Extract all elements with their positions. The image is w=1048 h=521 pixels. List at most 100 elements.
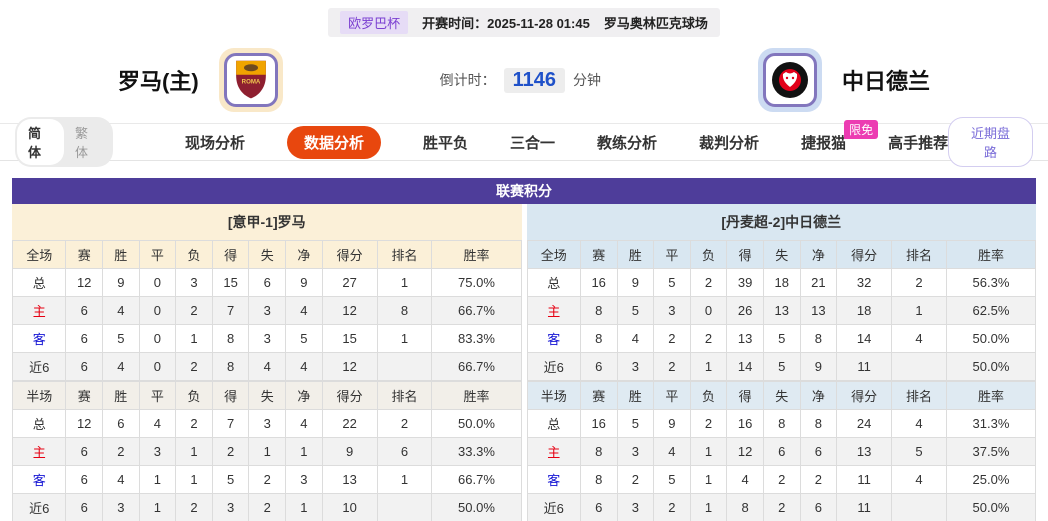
- stat-cell: 1: [376, 324, 433, 353]
- stat-cell: 1: [248, 437, 287, 466]
- stat-cell: 10: [321, 493, 378, 521]
- stat-cell: 8: [579, 296, 618, 325]
- row-label: 客: [11, 465, 67, 494]
- stats-row: 主 8 3 4 1 12 6 6 13 5 37.5%: [526, 437, 1037, 466]
- stat-cell: 6: [65, 465, 103, 494]
- home-team-logo: ROMA: [218, 48, 283, 112]
- stat-cell: 6: [65, 296, 103, 325]
- stat-cell: 9: [799, 352, 838, 381]
- stat-cell: 3: [138, 437, 177, 466]
- stat-cell: 11: [836, 493, 893, 521]
- stat-cell: 1: [138, 493, 177, 521]
- column-header: 排名: [891, 240, 947, 269]
- row-label: 主: [526, 437, 581, 466]
- stat-cell: 6: [579, 352, 618, 381]
- column-header: 胜率: [945, 381, 1037, 410]
- stats-row: 主 8 5 3 0 26 13 13 18 1 62.5%: [526, 296, 1037, 325]
- home-halftime-table: 半场赛胜平负得失净得分 排名 胜率总 12 6 4 2 7 3 4 22 2 50.0% 主 6 2 3 1 2 1 1…: [11, 381, 522, 521]
- stat-cell: [376, 493, 433, 521]
- stats-row: 主 6 4 0 2 7 3 4 12 8 66.7%: [11, 296, 522, 325]
- nav-bar: 简体 繁体 现场分析 数据分析 胜平负 三合一 教练分析 裁判分析 捷报猫 限免…: [0, 117, 1048, 167]
- stat-cell: 6: [248, 268, 287, 297]
- tab-referee-analysis[interactable]: 裁判分析: [699, 134, 760, 152]
- stat-cell: 14: [726, 352, 764, 381]
- stats-row: 近6 6 3 2 1 8 2 6 11 50.0%: [526, 493, 1037, 521]
- column-header: 得: [211, 240, 250, 269]
- countdown-unit: 分钟: [573, 72, 602, 88]
- league-points-section: 联赛积分 [意甲-1]罗马 全场赛胜平负得失净得分 排名 胜率总 12 9 0 3 15 6 9 2…: [11, 178, 1037, 521]
- stat-cell: 4: [285, 409, 323, 438]
- row-label: 近6: [526, 493, 581, 521]
- column-header-row: 半场赛胜平负得失净得分 排名 胜率: [11, 381, 522, 410]
- column-header: 全场: [11, 240, 67, 269]
- stat-cell: 4: [653, 437, 691, 466]
- column-header: 胜率: [945, 240, 1037, 269]
- tab-win-draw-loss[interactable]: 胜平负: [423, 134, 469, 152]
- stat-cell: 3: [211, 493, 250, 521]
- away-team-stats-column: [丹麦超-2]中日德兰 全场赛胜平负得失净得分 排名 胜率总 16 9 5 2 39 18 21 3…: [526, 204, 1037, 521]
- tab-data-analysis[interactable]: 数据分析: [286, 125, 381, 159]
- stat-cell: 8: [211, 324, 250, 353]
- svg-text:ROMA: ROMA: [241, 79, 260, 86]
- stat-cell: 15: [211, 268, 250, 297]
- stat-cell: 8: [376, 296, 433, 325]
- analysis-tabs: 现场分析 数据分析 胜平负 三合一 教练分析 裁判分析 捷报猫 限免 高手推荐: [184, 119, 949, 159]
- stat-cell: 27: [321, 268, 378, 297]
- stats-row: 总 12 9 0 3 15 6 9 27 1 75.0%: [11, 268, 522, 297]
- midtjylland-crest-icon: [771, 62, 808, 98]
- column-header: 负: [689, 240, 728, 269]
- stat-cell: 9: [616, 268, 655, 297]
- stat-cell: 8: [579, 324, 618, 353]
- stats-row: 客 8 2 5 1 4 2 2 11 4 25.0%: [526, 465, 1037, 494]
- stats-row: 客 6 4 1 1 5 2 3 13 1 66.7%: [11, 465, 522, 494]
- stat-cell: 11: [836, 465, 893, 494]
- stat-cell: 3: [248, 324, 287, 353]
- stat-cell: 9: [321, 437, 378, 466]
- column-header: 平: [138, 240, 177, 269]
- stat-cell: 4: [891, 324, 947, 353]
- stat-cell: 2: [653, 324, 691, 353]
- recent-odds-button[interactable]: 近期盘路: [948, 117, 1033, 167]
- stat-cell: 13: [321, 465, 378, 494]
- tab-expert-picks[interactable]: 高手推荐: [888, 134, 949, 152]
- stat-cell: 6: [376, 437, 433, 466]
- lang-simplified[interactable]: 简体: [17, 119, 64, 165]
- stat-cell: 4: [285, 352, 323, 381]
- stat-cell: 6: [102, 409, 140, 438]
- stat-cell: 37.5%: [945, 437, 1037, 466]
- language-toggle: 简体 繁体: [15, 117, 113, 167]
- column-header-row: 半场赛胜平负得失净得分 排名 胜率: [526, 381, 1037, 410]
- stat-cell: 56.3%: [945, 268, 1037, 297]
- stat-cell: 5: [211, 465, 250, 494]
- tab-three-in-one[interactable]: 三合一: [510, 134, 556, 152]
- stat-cell: 14: [836, 324, 893, 353]
- column-header: 得: [211, 381, 250, 410]
- stats-row: 近6 6 4 0 2 8 4 4 12 66.7%: [11, 352, 522, 381]
- stat-cell: 50.0%: [945, 493, 1037, 521]
- column-header: 负: [175, 240, 213, 269]
- lang-traditional[interactable]: 繁体: [74, 126, 88, 160]
- stat-cell: 25.0%: [945, 465, 1037, 494]
- stat-cell: 2: [653, 493, 691, 521]
- stat-cell: 0: [138, 324, 177, 353]
- stat-cell: 18: [836, 296, 893, 325]
- tab-jiebao-cat[interactable]: 捷报猫 限免: [801, 119, 879, 153]
- stat-cell: 4: [616, 324, 655, 353]
- tab-coach-analysis[interactable]: 教练分析: [597, 134, 658, 152]
- stat-cell: 2: [175, 296, 213, 325]
- stat-cell: [891, 352, 947, 381]
- stat-cell: 12: [726, 437, 764, 466]
- stat-cell: 6: [65, 352, 103, 381]
- stat-cell: 13: [726, 324, 764, 353]
- stat-cell: 12: [65, 409, 103, 438]
- stat-cell: 9: [285, 268, 323, 297]
- stat-cell: 1: [175, 437, 213, 466]
- stat-cell: 4: [726, 465, 764, 494]
- away-team-name: 中日德兰: [841, 69, 930, 94]
- stat-cell: 16: [726, 409, 764, 438]
- stat-cell: 6: [762, 437, 801, 466]
- stat-cell: 5: [102, 324, 140, 353]
- tab-live-analysis[interactable]: 现场分析: [184, 134, 245, 152]
- stat-cell: 50.0%: [431, 409, 522, 438]
- stat-cell: 5: [285, 324, 323, 353]
